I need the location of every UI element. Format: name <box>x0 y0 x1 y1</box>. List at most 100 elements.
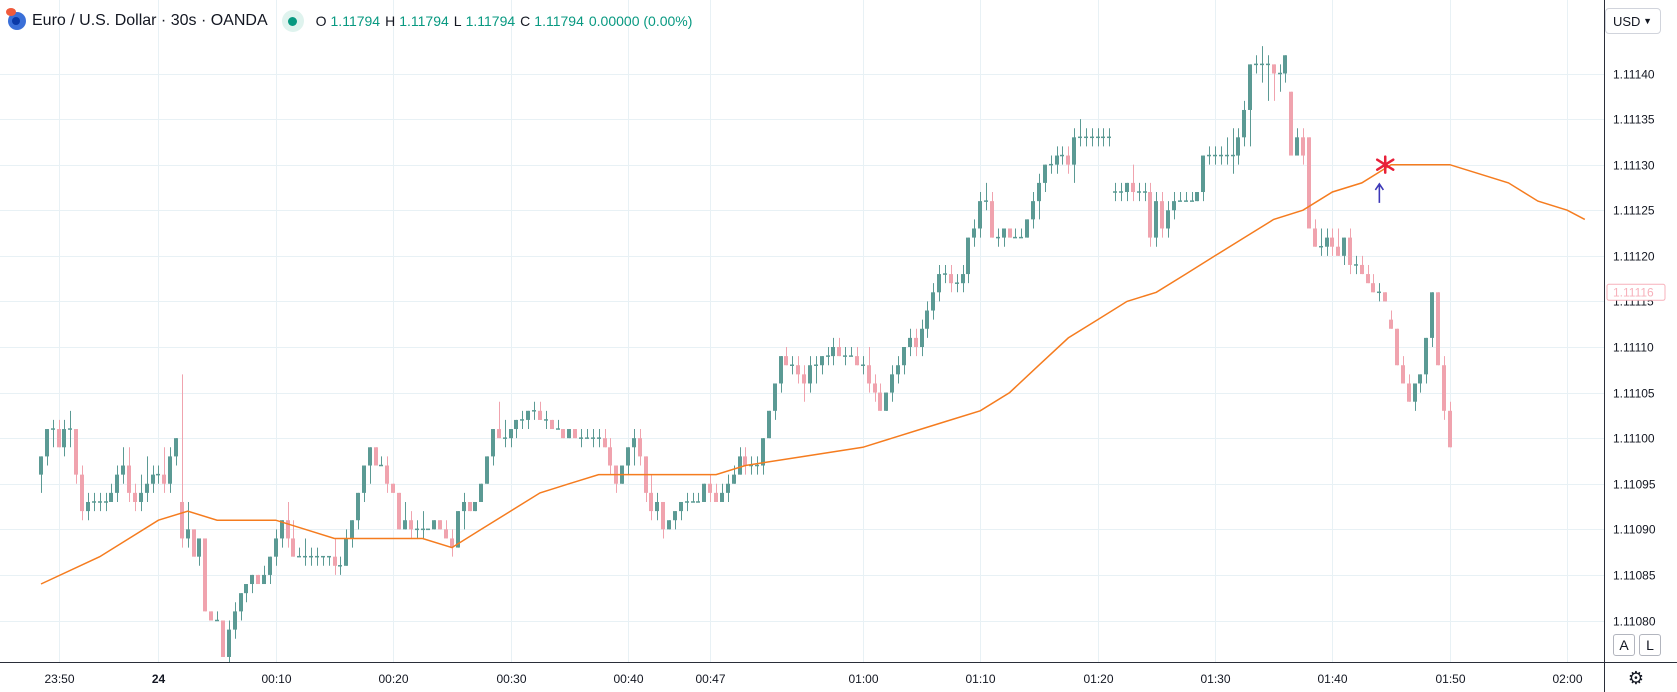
candle-body <box>755 464 759 467</box>
candle-body <box>920 328 924 347</box>
candle-body <box>1424 337 1428 375</box>
candle-body <box>426 528 430 531</box>
candle-body <box>978 201 982 229</box>
candle-body <box>591 437 595 439</box>
candle-body <box>1260 63 1264 66</box>
candle-body <box>784 356 788 366</box>
candle-body <box>197 538 201 557</box>
candle-body <box>873 383 877 393</box>
candle-body <box>168 456 172 484</box>
candle-body <box>1072 137 1076 165</box>
candle-body <box>1084 136 1088 139</box>
market-status-dot-icon[interactable] <box>281 10 304 32</box>
currency-select[interactable]: USD ▼ <box>1605 8 1661 34</box>
candle-body <box>855 356 859 366</box>
auto-scale-button[interactable]: A <box>1613 634 1635 656</box>
candle-body <box>1113 191 1117 193</box>
candle-body <box>291 538 295 557</box>
candle-body <box>1272 64 1276 74</box>
candle-body <box>1366 274 1370 284</box>
gear-icon[interactable]: ⚙ <box>1627 668 1645 688</box>
candle-body <box>1266 63 1270 66</box>
y-tick-label: 1.11095 <box>1613 478 1656 492</box>
candle-body <box>779 356 783 384</box>
candle-body <box>1107 136 1111 139</box>
candle-body <box>256 574 260 585</box>
candle-body <box>1301 137 1305 156</box>
candle-body <box>51 428 55 430</box>
x-tick-label: 01:10 <box>965 672 995 686</box>
candle-body <box>479 483 483 502</box>
log-scale-button[interactable]: L <box>1639 634 1661 656</box>
candle-body <box>239 593 243 612</box>
candle-body <box>526 410 530 420</box>
candle-body <box>250 574 254 585</box>
candle-body <box>585 437 589 439</box>
candle-body <box>473 501 477 512</box>
candle-body <box>532 410 536 412</box>
candle-body <box>1019 236 1023 239</box>
candle-body <box>303 555 307 558</box>
candle-body <box>1389 319 1393 329</box>
candle-body <box>749 464 753 467</box>
candle-body <box>139 492 143 502</box>
y-tick-label: 1.11085 <box>1613 569 1656 583</box>
candle-body <box>1325 237 1329 247</box>
candle-body <box>350 520 354 539</box>
x-tick-label: 01:40 <box>1317 672 1347 686</box>
candle-body <box>1178 200 1182 202</box>
candle-body <box>843 355 847 357</box>
candle-body <box>679 501 683 512</box>
candle-body <box>297 555 301 558</box>
candle-body <box>673 511 677 521</box>
candle-body <box>268 556 272 575</box>
x-tick-label: 00:20 <box>378 672 408 686</box>
x-tick-label: 01:30 <box>1200 672 1230 686</box>
x-tick-label: 01:00 <box>848 672 878 686</box>
candle-body <box>1413 383 1417 402</box>
status-dot <box>288 16 298 26</box>
y-tick-label: 1.11125 <box>1613 204 1655 218</box>
candle-body <box>1430 292 1434 338</box>
candle-body <box>1330 237 1334 247</box>
candle-body <box>485 456 489 484</box>
candle-body <box>368 447 372 466</box>
euro-dollar-logo-icon[interactable] <box>6 8 26 30</box>
x-tick-label: 01:20 <box>1083 672 1113 686</box>
candle-body <box>415 528 419 531</box>
candle-body <box>338 565 342 567</box>
x-tick-label: 24 <box>152 672 166 686</box>
candle-body <box>820 356 824 366</box>
candle-body <box>1442 365 1446 411</box>
candle-body <box>573 429 577 439</box>
symbol-title[interactable]: Euro / U.S. Dollar · 30s · OANDA <box>32 12 268 29</box>
candle-body <box>514 419 518 430</box>
signal-star-marker <box>1375 155 1395 174</box>
candle-body <box>1060 154 1064 157</box>
candle-body <box>491 429 495 457</box>
candle-body <box>104 501 108 503</box>
candle-body <box>1008 228 1012 238</box>
candle-body <box>767 410 771 439</box>
candle-body <box>244 584 248 594</box>
y-tick-label: 1.11100 <box>1613 432 1655 446</box>
candle-body <box>39 456 43 475</box>
candle-body <box>1101 136 1105 139</box>
candle-body <box>638 438 642 457</box>
candle-body <box>1195 192 1199 202</box>
candle-body <box>720 492 724 502</box>
candle-body <box>1395 328 1399 366</box>
candle-body <box>990 201 994 238</box>
candle-body <box>162 474 166 484</box>
candle-body <box>174 438 178 457</box>
candle-body <box>691 501 695 503</box>
candle-body <box>221 620 225 657</box>
candle-body <box>74 429 78 475</box>
candle-body <box>544 419 548 421</box>
candle-body <box>826 355 830 357</box>
moving-average-line <box>40 163 1586 585</box>
candle-body <box>1013 236 1017 239</box>
candle-body <box>790 364 794 366</box>
candle-body <box>732 474 736 484</box>
